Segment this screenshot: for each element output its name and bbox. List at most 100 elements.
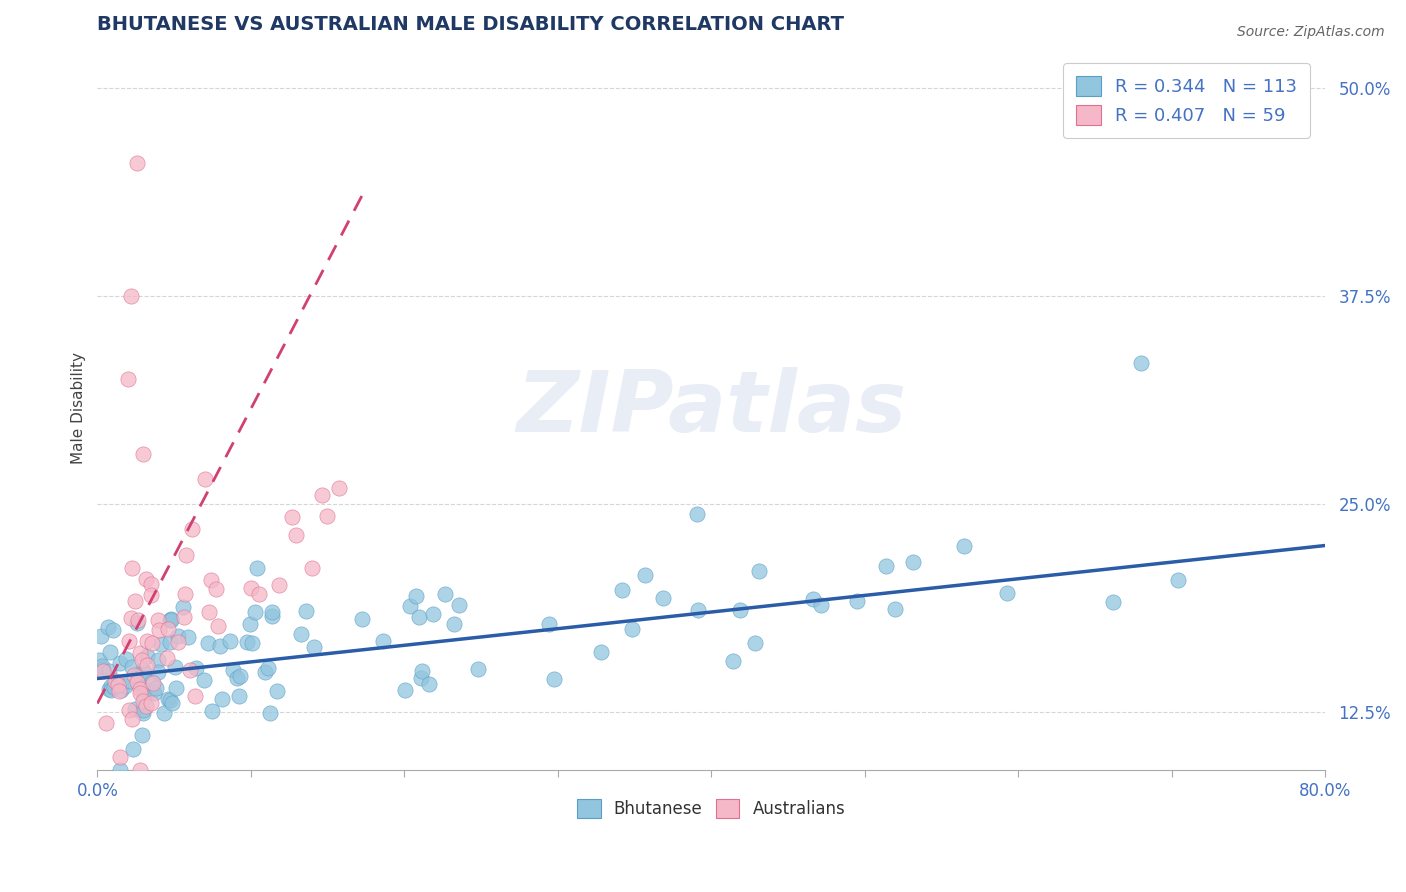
- Point: [405, 589, 427, 603]
- Point: [129, 646, 152, 660]
- Point: [394, 682, 416, 697]
- Point: [142, 676, 165, 690]
- Point: [467, 662, 489, 676]
- Point: [146, 665, 169, 680]
- Point: [311, 488, 333, 502]
- Point: [117, 372, 139, 386]
- Point: [120, 289, 142, 303]
- Text: Source: ZipAtlas.com: Source: ZipAtlas.com: [1237, 25, 1385, 39]
- Point: [142, 686, 165, 700]
- Point: [302, 640, 325, 654]
- Point: [120, 673, 142, 688]
- Point: [129, 763, 152, 777]
- Point: [104, 673, 127, 688]
- Point: [200, 574, 222, 588]
- Point: [281, 509, 304, 524]
- Point: [651, 591, 673, 605]
- Point: [127, 668, 149, 682]
- Point: [686, 507, 709, 521]
- Point: [228, 689, 250, 703]
- Point: [141, 588, 163, 602]
- Point: [101, 624, 124, 638]
- Text: ZIPatlas: ZIPatlas: [516, 367, 907, 450]
- Point: [218, 634, 240, 648]
- Y-axis label: Male Disability: Male Disability: [72, 352, 86, 465]
- Point: [132, 663, 155, 677]
- Point: [328, 481, 350, 495]
- Point: [159, 693, 181, 707]
- Point: [125, 615, 148, 630]
- Point: [721, 654, 744, 668]
- Point: [165, 681, 187, 695]
- Point: [228, 669, 250, 683]
- Point: [686, 603, 709, 617]
- Point: [239, 616, 262, 631]
- Point: [995, 585, 1018, 599]
- Point: [136, 657, 159, 672]
- Point: [1101, 595, 1123, 609]
- Point: [408, 610, 430, 624]
- Point: [160, 612, 183, 626]
- Point: [728, 603, 751, 617]
- Point: [371, 634, 394, 648]
- Point: [295, 604, 318, 618]
- Point: [247, 587, 270, 601]
- Point: [159, 635, 181, 649]
- Point: [205, 582, 228, 597]
- Point: [222, 663, 245, 677]
- Point: [245, 605, 267, 619]
- Point: [256, 660, 278, 674]
- Point: [225, 671, 247, 685]
- Point: [148, 624, 170, 638]
- Point: [132, 706, 155, 720]
- Point: [124, 594, 146, 608]
- Point: [153, 706, 176, 721]
- Point: [290, 627, 312, 641]
- Point: [135, 648, 157, 663]
- Point: [91, 659, 114, 673]
- Point: [422, 607, 444, 621]
- Point: [543, 672, 565, 686]
- Point: [134, 666, 156, 681]
- Point: [301, 560, 323, 574]
- Point: [90, 662, 112, 676]
- Point: [108, 684, 131, 698]
- Point: [884, 601, 907, 615]
- Point: [801, 592, 824, 607]
- Point: [97, 620, 120, 634]
- Point: [121, 561, 143, 575]
- Point: [122, 668, 145, 682]
- Point: [135, 572, 157, 586]
- Point: [262, 605, 284, 619]
- Point: [620, 623, 643, 637]
- Point: [160, 613, 183, 627]
- Point: [266, 683, 288, 698]
- Point: [246, 561, 269, 575]
- Legend: Bhutanese, Australians: Bhutanese, Australians: [569, 791, 853, 827]
- Point: [120, 611, 142, 625]
- Point: [184, 690, 207, 704]
- Point: [87, 653, 110, 667]
- Point: [132, 694, 155, 708]
- Point: [259, 706, 281, 720]
- Point: [198, 605, 221, 619]
- Point: [100, 683, 122, 698]
- Point: [127, 675, 149, 690]
- Point: [94, 715, 117, 730]
- Point: [267, 578, 290, 592]
- Point: [260, 609, 283, 624]
- Point: [184, 660, 207, 674]
- Point: [176, 548, 198, 562]
- Point: [121, 660, 143, 674]
- Point: [150, 636, 173, 650]
- Point: [132, 447, 155, 461]
- Point: [443, 617, 465, 632]
- Point: [239, 581, 262, 595]
- Point: [163, 660, 186, 674]
- Point: [411, 671, 433, 685]
- Point: [538, 617, 561, 632]
- Point: [193, 673, 215, 688]
- Point: [100, 646, 122, 660]
- Point: [98, 681, 121, 696]
- Point: [98, 664, 121, 678]
